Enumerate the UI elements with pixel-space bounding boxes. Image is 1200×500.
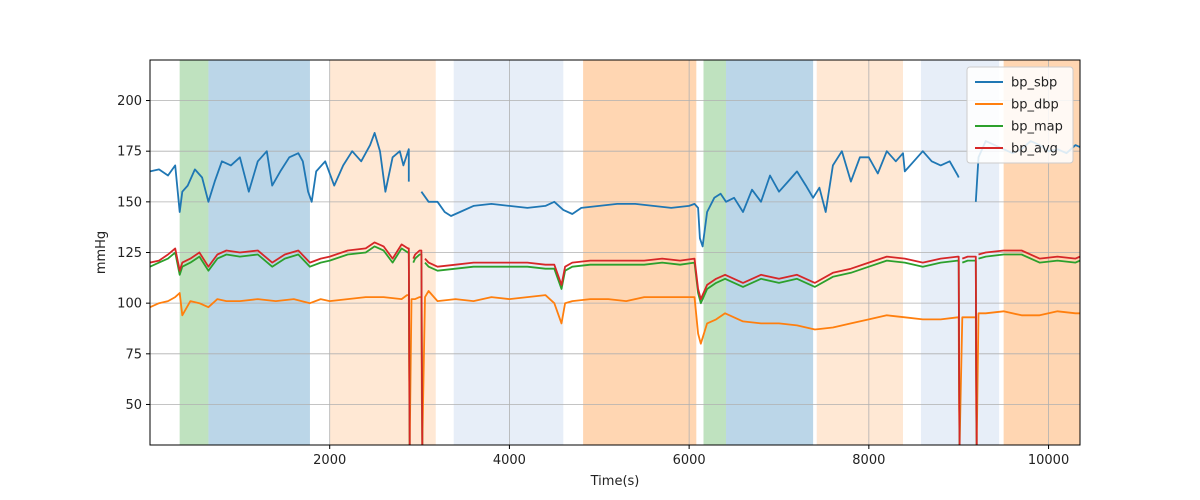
y-tick-label: 50	[125, 398, 142, 413]
x-tick-label: 6000	[673, 453, 706, 468]
y-tick-label: 100	[117, 297, 142, 312]
legend-label-bp_map: bp_map	[1011, 120, 1063, 135]
legend-label-bp_sbp: bp_sbp	[1011, 76, 1057, 91]
y-axis-title: mmHg	[94, 231, 109, 274]
y-tick-label: 175	[117, 145, 142, 160]
x-tick-label: 2000	[313, 453, 346, 468]
series-line-bp_avg	[150, 241, 1080, 445]
y-tick-label: 125	[117, 246, 142, 261]
legend-box	[966, 66, 1074, 164]
legend-label-bp_avg: bp_avg	[1011, 142, 1058, 157]
legend-label-bp_dbp: bp_dbp	[1011, 98, 1059, 113]
series-lines	[150, 132, 1080, 445]
axis-ticks: 2000 4000 6000 8000 10000 50 75 100 125 150 175 200	[117, 94, 1069, 468]
y-tick-label: 200	[117, 94, 142, 109]
x-tick-label: 8000	[852, 453, 885, 468]
x-axis-title: Time(s)	[590, 474, 640, 489]
x-tick-label: 10000	[1028, 453, 1069, 468]
gridlines	[150, 60, 1080, 445]
series-line-bp_map	[150, 245, 1080, 445]
y-tick-label: 75	[125, 347, 142, 362]
y-tick-label: 150	[117, 195, 142, 210]
legend: bp_sbp bp_dbp bp_map bp_avg	[966, 66, 1074, 164]
x-tick-label: 4000	[493, 453, 526, 468]
